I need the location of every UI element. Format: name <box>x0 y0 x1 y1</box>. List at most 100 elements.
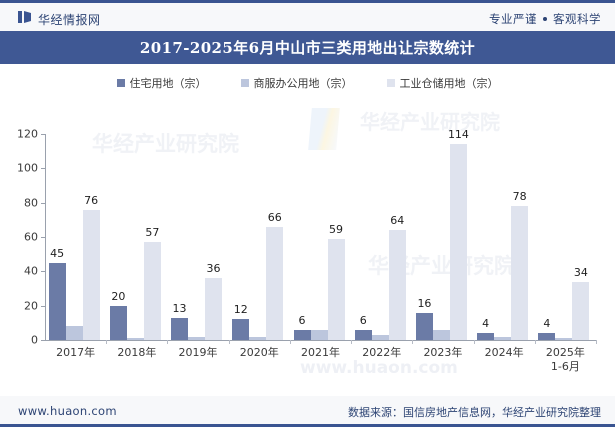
bar-value-label: 45 <box>50 246 65 260</box>
x-axis-category-label: 2021年 <box>290 346 352 360</box>
x-axis-tick <box>289 340 291 344</box>
bar-series-3[interactable]: 78 <box>511 190 529 340</box>
bar-group-bars: 4 78 <box>477 134 529 340</box>
legend-swatch-icon <box>116 79 125 87</box>
bar-series-1[interactable]: 12 <box>232 303 250 340</box>
bar-series-2[interactable] <box>555 338 573 340</box>
bar-series-1[interactable]: 4 <box>538 317 556 340</box>
x-axis-tick <box>106 340 108 344</box>
bar-series-1[interactable]: 6 <box>293 314 311 340</box>
bar-group-bars: 12 66 <box>232 134 284 340</box>
x-axis-category-line1: 2019年 <box>178 346 218 359</box>
bar-series-1[interactable]: 4 <box>477 317 495 340</box>
bar-series-3[interactable]: 34 <box>572 266 590 340</box>
x-axis-category-line1: 2020年 <box>239 346 279 359</box>
bar-series-3[interactable]: 59 <box>327 223 345 340</box>
bar-series-1[interactable]: 13 <box>171 302 189 340</box>
x-axis-tick <box>412 340 414 344</box>
bar-value-label: 66 <box>267 210 282 224</box>
bar-series-3[interactable]: 64 <box>388 214 406 340</box>
bar-value-label: 76 <box>84 193 99 207</box>
y-axis-tick <box>41 271 45 273</box>
header-slogan: 专业严谨 客观科学 <box>489 11 601 27</box>
bar-series-2[interactable] <box>188 336 206 340</box>
y-axis-tick <box>41 237 45 238</box>
legend-item-3[interactable]: 工业仓储用地（宗） <box>386 75 499 91</box>
bar-group-bars: 16 114 <box>415 128 469 340</box>
legend-swatch-icon <box>240 79 249 87</box>
x-axis-category-label: 2017年 <box>45 346 107 360</box>
bar-series-2[interactable] <box>249 336 267 340</box>
bar-series-3[interactable]: 114 <box>448 128 469 340</box>
y-axis-tick-label: 40 <box>24 264 38 278</box>
x-axis-tick <box>596 340 597 344</box>
bar-series-1[interactable]: 6 <box>354 314 372 340</box>
bar-value-label: 4 <box>482 317 490 331</box>
site-footer: www.huaon.com 数据来源：国信房地产信息网，华经产业研究院整理 <box>0 396 615 427</box>
y-axis-tick-label: 0 <box>31 333 38 347</box>
bar-value-label: 36 <box>206 262 221 276</box>
bar-series-2[interactable] <box>494 336 512 340</box>
bar-value-label: 57 <box>145 226 160 240</box>
legend-item-label: 住宅用地（宗） <box>129 77 207 90</box>
bar-value-label: 34 <box>573 265 588 279</box>
bar-series-1[interactable]: 16 <box>415 297 433 340</box>
bar-series-2[interactable] <box>310 329 328 340</box>
x-axis-category-label: 2024年 <box>473 346 535 360</box>
legend-item-2[interactable]: 商服办公用地（宗） <box>240 75 353 91</box>
y-axis-tick <box>41 134 45 135</box>
bar-value-label: 16 <box>417 296 432 310</box>
x-axis-category-line1: 2023年 <box>423 346 463 359</box>
x-axis-category-line1: 2025年 <box>545 346 585 359</box>
y-axis-tick <box>41 305 45 307</box>
y-axis-tick-label: 20 <box>24 299 38 313</box>
bar-series-3[interactable]: 76 <box>82 194 100 340</box>
x-axis-tick <box>228 340 230 344</box>
brand-name: 华经情报网 <box>38 12 101 27</box>
bar-group-bars: 13 36 <box>171 134 223 340</box>
bar-value-label: 4 <box>543 317 551 331</box>
bar-value-label: 20 <box>111 289 126 303</box>
y-axis-tick-label: 80 <box>24 196 38 210</box>
bar-series-2[interactable] <box>65 326 83 340</box>
x-axis-category-label: 2018年 <box>106 346 168 360</box>
bar-value-label: 12 <box>233 303 248 317</box>
brand[interactable]: 华经情报网 <box>18 10 101 28</box>
bar-value-label: 6 <box>359 313 367 327</box>
x-axis-tick <box>534 340 536 344</box>
bar-value-label: 59 <box>329 222 343 236</box>
x-axis-tick <box>473 340 475 344</box>
bar-series-2[interactable] <box>371 334 389 340</box>
footer-site-url[interactable]: www.huaon.com <box>18 404 117 418</box>
footer-source-note: 数据来源：国信房地产信息网，华经产业研究院整理 <box>348 406 601 419</box>
x-axis-category-label: 2025年 1-6月 <box>534 346 596 374</box>
x-axis-line <box>45 340 596 341</box>
bar-group-bars: 6 59 <box>293 134 345 340</box>
x-axis-tick <box>351 340 353 344</box>
legend-item-1[interactable]: 住宅用地（宗） <box>116 75 207 91</box>
slogan-left: 专业严谨 <box>489 12 537 26</box>
bar-series-3[interactable]: 57 <box>143 226 161 340</box>
chart-legend: 住宅用地（宗） 商服办公用地（宗） 工业仓储用地（宗） <box>0 72 615 94</box>
legend-item-label: 商服办公用地（宗） <box>253 77 353 90</box>
y-axis-tick-label: 60 <box>24 230 38 244</box>
bar-series-1[interactable]: 45 <box>48 247 66 340</box>
bar-series-3[interactable]: 66 <box>266 211 284 340</box>
bar-group-bars: 20 57 <box>109 134 161 340</box>
slogan-dot-icon <box>543 17 547 21</box>
bar-series-2[interactable] <box>432 329 450 340</box>
bar-series-1[interactable]: 20 <box>109 290 127 340</box>
y-axis-tick <box>41 340 45 341</box>
x-axis-category-line2: 1-6月 <box>550 360 580 373</box>
slogan-right: 客观科学 <box>553 12 601 26</box>
y-axis-tick <box>41 202 45 204</box>
bar-series-2[interactable] <box>126 338 144 340</box>
x-axis-category-line1: 2017年 <box>56 346 96 359</box>
legend-item-label: 工业仓储用地（宗） <box>399 77 499 90</box>
site-header: 华经情报网 专业严谨 客观科学 <box>0 0 615 31</box>
x-axis-category-label: 2020年 <box>228 346 290 360</box>
bar-series-3[interactable]: 36 <box>205 262 223 340</box>
bar-value-label: 6 <box>298 313 306 327</box>
